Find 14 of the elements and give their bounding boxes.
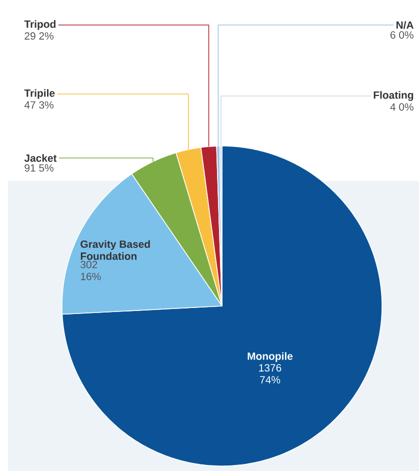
slice-label: Floating <box>374 91 414 101</box>
data-label: 302 16% <box>80 260 101 280</box>
data-label: 1376 74% <box>259 364 282 384</box>
slice-label: Monopile <box>248 352 293 362</box>
data-label: 29 2% <box>24 32 54 40</box>
slice-label: N/A <box>396 21 414 29</box>
slice-label: Tripile <box>24 89 55 99</box>
data-label: 6 0% <box>390 31 414 39</box>
slice-label: Gravity Based Foundation <box>80 240 150 260</box>
slice-label: Tripod <box>24 20 56 30</box>
data-label: 91 5% <box>24 164 54 172</box>
slice-label: Jacket <box>24 154 57 162</box>
data-label: 47 3% <box>24 101 54 109</box>
data-label: 4 0% <box>390 103 414 111</box>
